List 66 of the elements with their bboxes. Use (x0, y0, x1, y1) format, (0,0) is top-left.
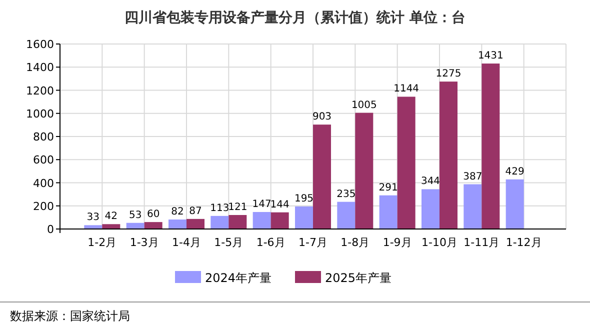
x-tick-label: 1-10月 (422, 236, 458, 249)
bar (102, 224, 120, 229)
y-tick-label: 800 (33, 130, 54, 144)
bar (144, 222, 162, 229)
data-label: 291 (378, 182, 398, 194)
data-label: 53 (128, 210, 142, 221)
x-tick-label: 1-11月 (464, 236, 500, 249)
data-label: 235 (336, 188, 356, 200)
x-tick-label: 1-4月 (172, 236, 201, 249)
bar (337, 202, 356, 229)
bar (186, 218, 204, 229)
y-tick-label: 200 (33, 200, 54, 213)
data-label: 33 (86, 212, 100, 224)
bar (270, 212, 289, 229)
bar (355, 112, 374, 229)
chart-title: 四川省包装专用设备产量分月（累计值）统计 单位：台 (124, 9, 466, 26)
bar (210, 216, 229, 229)
data-label: 121 (228, 202, 248, 214)
bar (440, 82, 458, 229)
bar (252, 212, 271, 229)
y-tick-label: 600 (33, 154, 54, 167)
data-label: 1275 (436, 68, 462, 80)
x-tick-label: 1-6月 (256, 236, 286, 249)
bar (228, 215, 247, 229)
bar (464, 184, 482, 229)
x-tick-label: 1-8月 (340, 236, 370, 249)
bar (379, 195, 398, 229)
x-tick-label: 1-7月 (298, 236, 328, 249)
data-label: 429 (505, 166, 524, 178)
bar (168, 220, 186, 229)
y-tick-label: 400 (33, 176, 54, 190)
bar (506, 179, 524, 229)
x-tick-label: 1-12月 (506, 236, 542, 249)
y-tick-label: 1000 (26, 107, 54, 120)
y-tick-label: 1600 (26, 38, 54, 51)
bar (313, 124, 331, 229)
x-tick-label: 1-2月 (88, 236, 117, 249)
bar (126, 222, 144, 229)
y-tick-label: 1200 (26, 84, 54, 98)
bar (482, 64, 500, 229)
data-label: 387 (463, 171, 482, 182)
data-label: 144 (270, 199, 290, 210)
x-tick-label: 1-3月 (130, 236, 159, 249)
data-label: 344 (420, 176, 440, 188)
y-tick-label: 1400 (26, 61, 54, 74)
data-label: 903 (312, 112, 332, 123)
bar (295, 206, 313, 229)
data-label: 1144 (394, 84, 420, 95)
data-label: 42 (104, 211, 118, 222)
data-label: 113 (210, 202, 230, 214)
bar (422, 189, 440, 229)
data-label: 87 (189, 206, 202, 217)
x-tick-label: 1-9月 (382, 236, 412, 249)
data-label: 60 (146, 209, 160, 220)
y-tick-label: 0 (47, 223, 54, 236)
data-label: 147 (252, 199, 272, 210)
bar (397, 96, 416, 229)
data-label: 1005 (351, 100, 377, 111)
x-tick-label: 1-5月 (214, 236, 244, 249)
bar (84, 225, 102, 229)
source-note: 数据来源：国家统计局 (10, 309, 130, 323)
data-label: 82 (171, 206, 184, 218)
data-label: 1431 (478, 50, 504, 62)
legend-label: 2025年产量 (325, 271, 392, 285)
legend-label: 2024年产量 (205, 271, 272, 285)
data-label: 195 (294, 193, 314, 204)
